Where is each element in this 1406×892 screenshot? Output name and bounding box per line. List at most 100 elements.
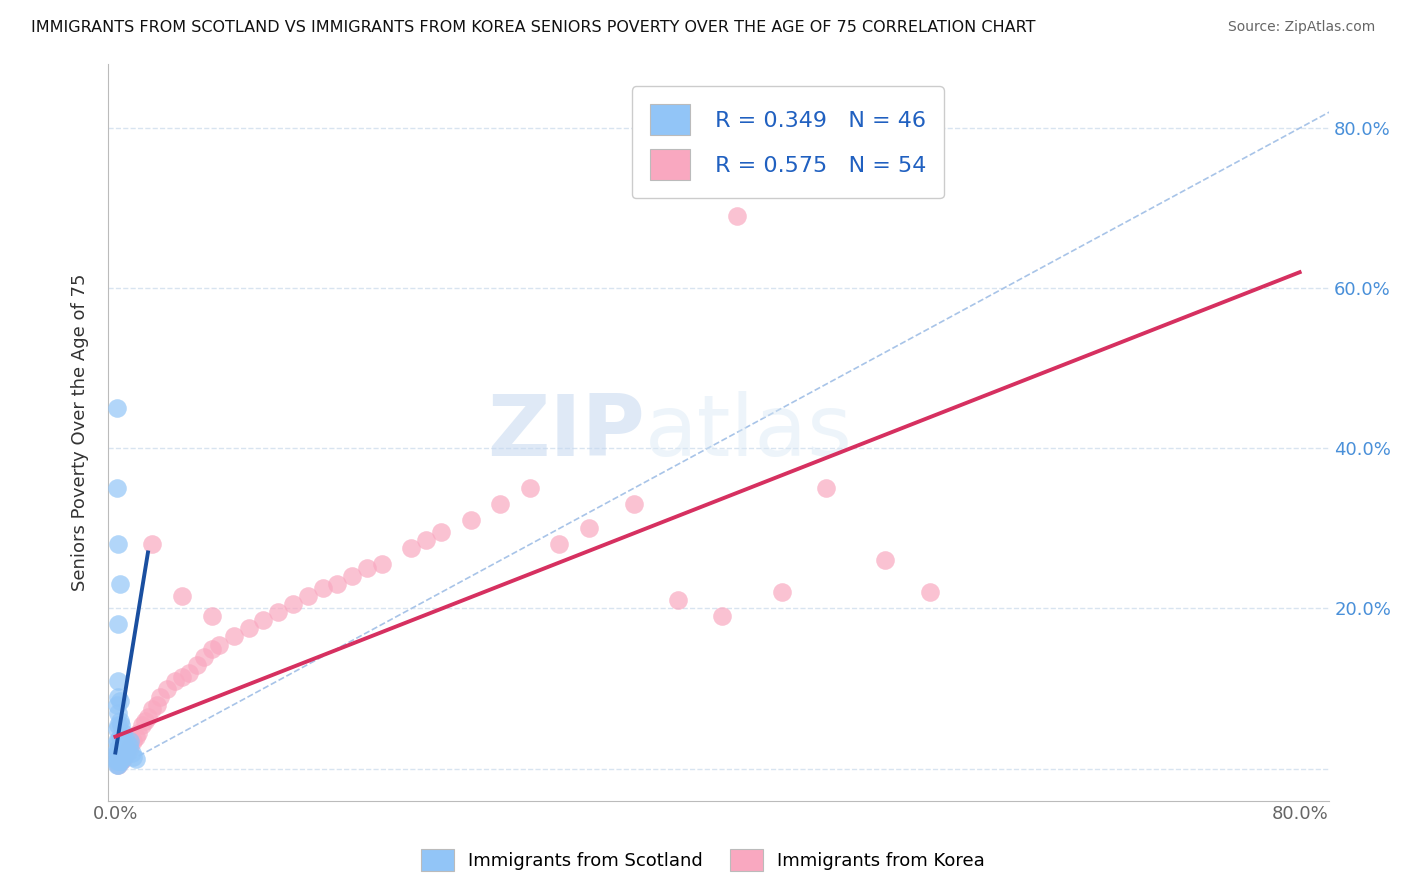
Point — [107, 733, 129, 747]
Point — [770, 585, 793, 599]
Point — [110, 733, 132, 747]
Point — [371, 558, 394, 572]
Point — [134, 714, 156, 728]
Point — [311, 582, 333, 596]
Point — [108, 714, 131, 728]
Y-axis label: Seniors Poverty Over the Age of 75: Seniors Poverty Over the Age of 75 — [72, 274, 89, 591]
Point — [111, 749, 134, 764]
Point — [297, 590, 319, 604]
Point — [105, 698, 128, 712]
Point — [105, 757, 128, 772]
Point — [578, 521, 600, 535]
Point — [107, 757, 129, 772]
Point — [108, 754, 131, 768]
Point — [108, 749, 131, 764]
Point — [112, 749, 135, 764]
Point — [146, 698, 169, 712]
Point — [120, 733, 142, 747]
Point — [136, 709, 159, 723]
Point — [356, 561, 378, 575]
Point — [281, 598, 304, 612]
Point — [115, 746, 138, 760]
Point — [401, 541, 423, 556]
Point — [623, 497, 645, 511]
Point — [107, 717, 129, 731]
Point — [711, 609, 734, 624]
Point — [111, 752, 134, 766]
Legend:  R = 0.349   N = 46,  R = 0.575   N = 54: R = 0.349 N = 46, R = 0.575 N = 54 — [633, 87, 943, 198]
Point — [208, 638, 231, 652]
Point — [111, 741, 134, 756]
Point — [110, 754, 132, 768]
Point — [110, 754, 132, 768]
Point — [326, 577, 349, 591]
Point — [111, 725, 134, 739]
Point — [149, 690, 172, 704]
Point — [127, 725, 149, 739]
Point — [122, 749, 145, 764]
Point — [105, 401, 128, 416]
Point — [125, 752, 148, 766]
Point — [105, 749, 128, 764]
Point — [107, 754, 129, 768]
Point — [179, 665, 201, 680]
Point — [222, 630, 245, 644]
Point — [105, 722, 128, 736]
Point — [238, 622, 260, 636]
Point — [107, 706, 129, 720]
Point — [108, 741, 131, 756]
Point — [125, 730, 148, 744]
Point — [107, 537, 129, 551]
Point — [489, 497, 512, 511]
Point — [105, 733, 128, 747]
Point — [114, 746, 136, 760]
Point — [875, 553, 897, 567]
Text: atlas: atlas — [645, 391, 853, 474]
Point — [342, 569, 364, 583]
Point — [107, 617, 129, 632]
Point — [118, 741, 141, 756]
Point — [122, 733, 145, 747]
Point — [105, 741, 128, 756]
Point — [105, 754, 128, 768]
Point — [170, 669, 193, 683]
Point — [141, 537, 163, 551]
Point — [108, 730, 131, 744]
Point — [430, 525, 453, 540]
Point — [725, 209, 748, 223]
Point — [548, 537, 571, 551]
Point — [110, 746, 132, 760]
Point — [115, 741, 138, 756]
Text: IMMIGRANTS FROM SCOTLAND VS IMMIGRANTS FROM KOREA SENIORS POVERTY OVER THE AGE O: IMMIGRANTS FROM SCOTLAND VS IMMIGRANTS F… — [31, 20, 1035, 35]
Point — [267, 606, 290, 620]
Point — [131, 717, 153, 731]
Point — [121, 746, 143, 760]
Point — [118, 738, 141, 752]
Point — [170, 590, 193, 604]
Point — [112, 747, 135, 761]
Point — [112, 738, 135, 752]
Text: Source: ZipAtlas.com: Source: ZipAtlas.com — [1227, 20, 1375, 34]
Point — [107, 673, 129, 688]
Point — [114, 733, 136, 747]
Point — [110, 717, 132, 731]
Legend: Immigrants from Scotland, Immigrants from Korea: Immigrants from Scotland, Immigrants fro… — [413, 842, 993, 879]
Point — [193, 649, 215, 664]
Point — [120, 739, 142, 754]
Point — [107, 749, 129, 764]
Point — [156, 681, 179, 696]
Point — [107, 690, 129, 704]
Point — [252, 614, 274, 628]
Point — [163, 673, 186, 688]
Point — [105, 482, 128, 496]
Point — [814, 482, 837, 496]
Point — [108, 577, 131, 591]
Point — [141, 701, 163, 715]
Point — [107, 757, 129, 772]
Point — [918, 585, 941, 599]
Point — [201, 609, 224, 624]
Point — [107, 746, 129, 760]
Point — [108, 693, 131, 707]
Point — [201, 641, 224, 656]
Point — [460, 513, 482, 527]
